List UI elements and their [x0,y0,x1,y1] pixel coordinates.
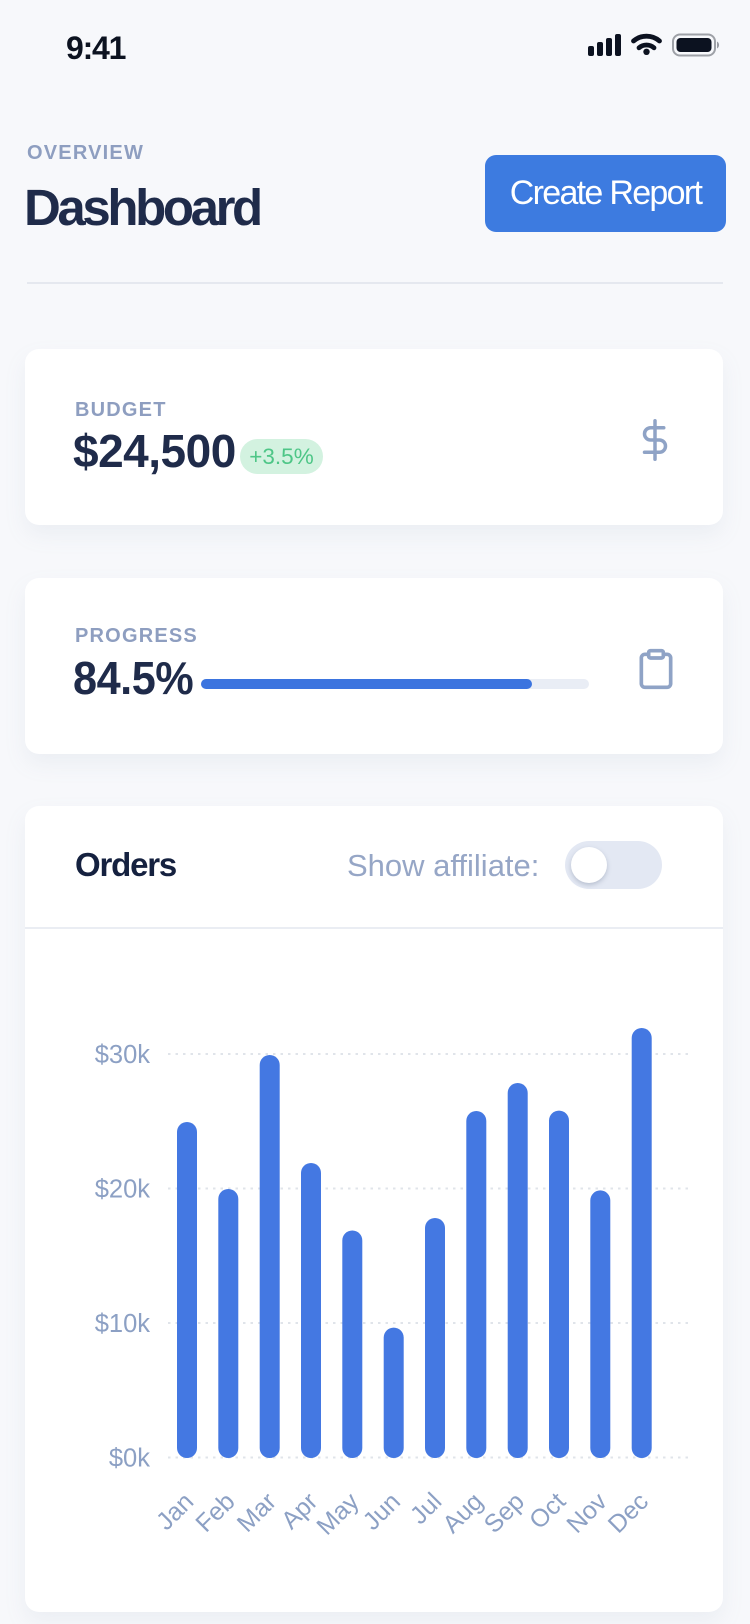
svg-text:$30k: $30k [95,1041,151,1069]
svg-text:Aug: Aug [437,1487,488,1538]
svg-text:Sep: Sep [479,1487,530,1538]
svg-text:May: May [311,1487,365,1541]
svg-text:$0k: $0k [109,1445,150,1473]
svg-text:Dec: Dec [603,1487,654,1538]
svg-text:Mar: Mar [232,1487,282,1537]
svg-text:$10k: $10k [95,1310,151,1338]
svg-text:Jun: Jun [358,1487,406,1535]
svg-text:Nov: Nov [561,1487,613,1539]
svg-text:Apr: Apr [276,1487,323,1534]
svg-text:Jan: Jan [151,1487,199,1535]
svg-text:$20k: $20k [95,1176,151,1204]
svg-text:Feb: Feb [190,1487,240,1537]
svg-text:Oct: Oct [524,1487,571,1534]
